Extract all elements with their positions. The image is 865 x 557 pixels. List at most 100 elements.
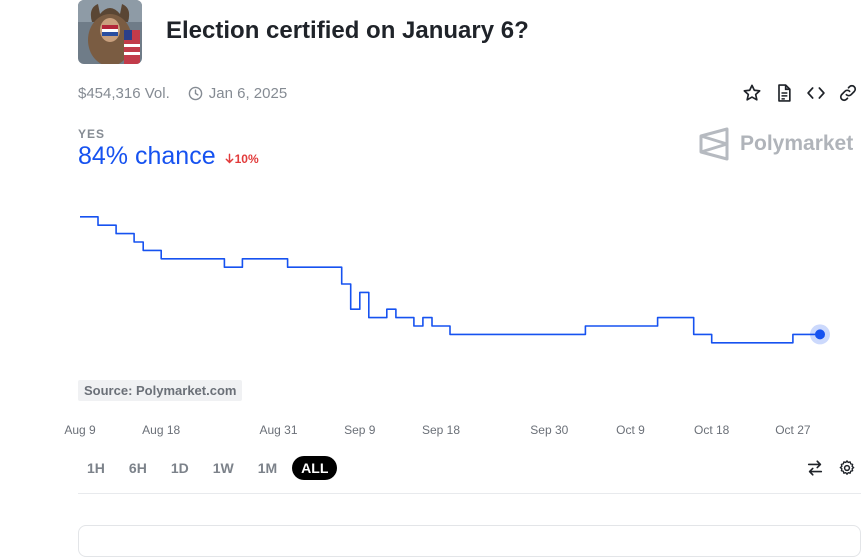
data-point [312,265,316,269]
star-icon[interactable] [741,82,763,104]
data-point [755,341,759,345]
data-point [96,223,100,227]
data-point [773,341,777,345]
data-point [619,324,623,328]
outcome-label: YES [78,127,106,141]
data-point [529,332,533,336]
data-point [195,257,199,261]
end-date: Jan 6, 2025 [188,85,287,102]
data-point [412,324,416,328]
chance-change-value: 10% [234,151,259,166]
data-point [547,332,551,336]
data-point [782,341,786,345]
data-point [746,341,750,345]
range-1h[interactable]: 1H [87,460,105,476]
divider [78,493,861,494]
data-point [349,307,353,311]
range-all[interactable]: ALL [292,456,338,480]
yes-price-line [80,216,820,344]
data-point [276,257,280,261]
data-point [701,332,705,336]
range-6h[interactable]: 6H [128,460,147,476]
data-point [114,231,118,235]
data-point [421,315,425,319]
data-point [565,332,569,336]
data-point [664,315,668,319]
data-point [484,332,488,336]
data-point [719,341,723,345]
data-point [592,324,596,328]
price-chart[interactable] [0,0,865,440]
x-tick-label: Oct 18 [694,423,730,437]
data-point [177,257,181,261]
data-point [448,332,452,336]
arrow-down-icon [225,153,234,164]
data-point [150,248,154,252]
data-point [322,265,326,269]
data-point [123,231,127,235]
clock-icon [188,86,203,101]
range-1w[interactable]: 1W [212,460,234,476]
chance-change: 10% [224,152,259,166]
data-point [574,332,578,336]
x-tick-label: Aug 9 [64,423,96,437]
chart-tools [805,458,857,478]
x-tick-label: Oct 27 [775,423,811,437]
data-point [367,315,371,319]
data-point [376,315,380,319]
x-tick-label: Oct 9 [616,423,645,437]
embed-code-icon[interactable] [805,82,827,104]
data-point [601,324,605,328]
volume-text: $454,316 Vol. [78,85,170,102]
data-point [646,324,650,328]
data-point [132,240,136,244]
data-point [78,215,82,219]
data-point [457,332,461,336]
data-point [231,265,235,269]
swap-arrows-icon[interactable] [805,458,825,478]
data-point [159,257,163,261]
data-point [493,332,497,336]
polymarket-logo-icon [699,127,729,161]
range-1d[interactable]: 1D [170,460,189,476]
data-point [340,282,344,286]
end-date-text: Jan 6, 2025 [208,85,288,102]
data-point [502,332,506,336]
data-point [538,332,542,336]
data-point [728,341,732,345]
data-point [240,257,244,261]
data-point [285,265,289,269]
data-point [385,307,389,311]
data-point [358,290,362,294]
data-point [466,332,470,336]
link-icon[interactable] [837,82,859,104]
market-thumbnail-image [78,0,142,64]
document-icon[interactable] [773,82,795,104]
data-point [692,332,696,336]
data-point [520,332,524,336]
data-point [303,265,307,269]
data-point [673,315,677,319]
polymarket-logo: Polymarket [698,127,853,161]
data-point [791,332,795,336]
current-point [815,329,825,340]
x-tick-label: Sep 18 [421,423,461,437]
data-point [800,332,804,336]
data-point [222,265,226,269]
x-tick-label: Sep 9 [344,423,376,437]
data-point [87,215,91,219]
market-title: Election certified on January 6? [166,17,529,44]
data-point [213,257,217,261]
next-section-card [78,525,861,557]
range-1m[interactable]: 1M [257,460,278,476]
brand-name: Polymarket [740,132,854,155]
market-meta: $454,316 Vol. Jan 6, 2025 [78,85,287,102]
data-point [655,315,659,319]
data-point [258,257,262,261]
x-tick-label: Sep 30 [530,423,569,437]
data-point [610,324,614,328]
market-thumbnail [78,0,142,64]
data-point [186,257,190,261]
data-point [737,341,741,345]
settings-gear-icon[interactable] [837,458,857,478]
